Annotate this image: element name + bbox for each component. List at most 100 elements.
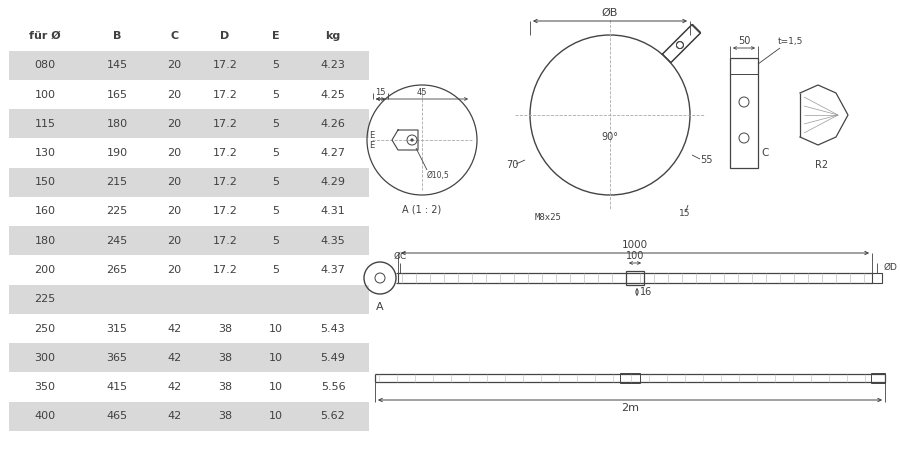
Text: 5.43: 5.43 <box>320 324 346 333</box>
Text: 17.2: 17.2 <box>212 207 238 216</box>
Text: E: E <box>272 31 279 41</box>
Bar <box>9 343 369 373</box>
Text: 4.31: 4.31 <box>320 207 346 216</box>
Text: 100: 100 <box>34 90 56 99</box>
Text: 10: 10 <box>268 382 283 392</box>
Text: 5: 5 <box>272 60 279 70</box>
Text: 17.2: 17.2 <box>212 119 238 129</box>
Text: 5: 5 <box>272 148 279 158</box>
Text: 17.2: 17.2 <box>212 177 238 187</box>
Text: 42: 42 <box>167 353 182 363</box>
Text: 215: 215 <box>106 177 128 187</box>
Text: C: C <box>761 148 769 158</box>
Text: A: A <box>376 302 383 312</box>
Text: 190: 190 <box>106 148 128 158</box>
Bar <box>871 373 885 383</box>
Text: Ø10,5: Ø10,5 <box>427 171 450 180</box>
Text: 5.62: 5.62 <box>320 411 346 421</box>
Text: 265: 265 <box>106 265 128 275</box>
Text: 38: 38 <box>218 382 232 392</box>
Text: 45: 45 <box>417 88 428 97</box>
Text: 145: 145 <box>106 60 128 70</box>
Text: 4.23: 4.23 <box>320 60 346 70</box>
Text: 365: 365 <box>106 353 128 363</box>
Text: 20: 20 <box>167 119 182 129</box>
Text: 5: 5 <box>272 90 279 99</box>
Text: 20: 20 <box>167 60 182 70</box>
Text: 415: 415 <box>106 382 128 392</box>
Text: 4.25: 4.25 <box>320 90 346 99</box>
Bar <box>9 51 369 80</box>
Text: 115: 115 <box>34 119 56 129</box>
Text: 20: 20 <box>167 90 182 99</box>
Bar <box>730 58 758 168</box>
Text: 4.35: 4.35 <box>320 236 346 246</box>
Text: 42: 42 <box>167 324 182 333</box>
Text: R2: R2 <box>815 160 829 170</box>
Text: 4.27: 4.27 <box>320 148 346 158</box>
Text: 2m: 2m <box>621 403 639 413</box>
Text: 70: 70 <box>506 160 518 170</box>
Text: 150: 150 <box>34 177 56 187</box>
Text: ØB: ØB <box>602 8 618 18</box>
Text: 10: 10 <box>268 324 283 333</box>
Text: 245: 245 <box>106 236 128 246</box>
Bar <box>626 271 644 285</box>
Text: 5: 5 <box>272 119 279 129</box>
Text: kg: kg <box>326 31 340 41</box>
Text: 350: 350 <box>34 382 56 392</box>
Text: 200: 200 <box>34 265 56 275</box>
Text: 42: 42 <box>167 382 182 392</box>
Text: 250: 250 <box>34 324 56 333</box>
Text: ØD: ØD <box>884 262 898 271</box>
Text: 20: 20 <box>167 236 182 246</box>
Text: 17.2: 17.2 <box>212 265 238 275</box>
Text: 165: 165 <box>106 90 128 99</box>
Text: 5: 5 <box>272 236 279 246</box>
Text: D: D <box>220 31 230 41</box>
Text: 465: 465 <box>106 411 128 421</box>
Text: 17.2: 17.2 <box>212 60 238 70</box>
Text: 315: 315 <box>106 324 128 333</box>
Text: 50: 50 <box>738 36 751 46</box>
Text: 38: 38 <box>218 324 232 333</box>
Text: 5: 5 <box>272 207 279 216</box>
Text: E: E <box>369 130 374 140</box>
Text: t=1,5: t=1,5 <box>778 37 804 46</box>
Text: 5: 5 <box>272 177 279 187</box>
Text: für Ø: für Ø <box>29 31 61 41</box>
Text: 300: 300 <box>34 353 56 363</box>
Bar <box>9 402 369 431</box>
Text: 17.2: 17.2 <box>212 148 238 158</box>
Text: 4.26: 4.26 <box>320 119 346 129</box>
Text: 16: 16 <box>640 287 652 297</box>
Text: 5.49: 5.49 <box>320 353 346 363</box>
Text: 17.2: 17.2 <box>212 90 238 99</box>
Circle shape <box>410 139 413 141</box>
Text: 90°: 90° <box>601 132 618 142</box>
Text: 4.29: 4.29 <box>320 177 346 187</box>
Bar <box>9 109 369 139</box>
Text: 20: 20 <box>167 265 182 275</box>
Text: 1000: 1000 <box>622 240 648 250</box>
Bar <box>620 373 640 383</box>
Text: 160: 160 <box>34 207 56 216</box>
Text: B: B <box>112 31 122 41</box>
Text: 55: 55 <box>700 155 712 165</box>
Text: 5: 5 <box>272 265 279 275</box>
Text: 4.37: 4.37 <box>320 265 346 275</box>
Text: 100: 100 <box>626 251 644 261</box>
Bar <box>9 285 369 314</box>
Text: 180: 180 <box>106 119 128 129</box>
Text: ØC: ØC <box>393 252 407 261</box>
Text: 130: 130 <box>34 148 56 158</box>
Text: C: C <box>170 31 179 41</box>
Text: 400: 400 <box>34 411 56 421</box>
Text: M8x25: M8x25 <box>535 212 562 221</box>
Text: 38: 38 <box>218 411 232 421</box>
Text: 42: 42 <box>167 411 182 421</box>
Bar <box>9 168 369 197</box>
Text: 15: 15 <box>375 88 386 97</box>
Text: 10: 10 <box>268 353 283 363</box>
Text: 225: 225 <box>106 207 128 216</box>
